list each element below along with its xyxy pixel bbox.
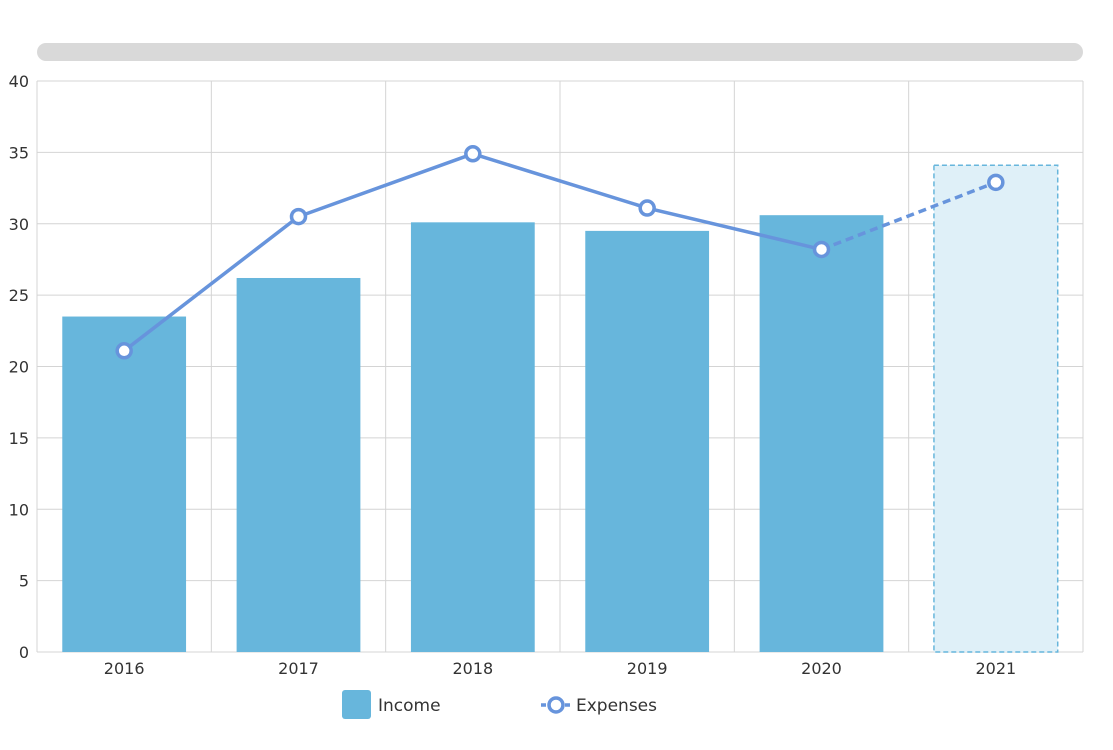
y-tick-label: 0: [19, 643, 29, 662]
expenses-line: [115, 145, 1005, 360]
y-tick-label: 25: [9, 286, 29, 305]
legend-item-expenses[interactable]: Expenses: [541, 696, 657, 716]
expenses-line-projected: [820, 180, 997, 252]
income-bar[interactable]: [759, 215, 884, 652]
x-tick-label: 2019: [627, 659, 668, 678]
expenses-point[interactable]: [289, 207, 308, 226]
income-bar[interactable]: [62, 316, 187, 652]
x-tick-label: 2018: [452, 659, 493, 678]
expenses-point[interactable]: [812, 240, 831, 259]
y-tick-label: 15: [9, 429, 29, 448]
legend-item-income[interactable]: Income: [342, 690, 441, 719]
legend-expenses-label: Expenses: [576, 696, 657, 716]
income-bar[interactable]: [236, 277, 361, 652]
expenses-point[interactable]: [638, 199, 656, 217]
y-tick-label: 35: [9, 143, 29, 162]
income-bars: [62, 164, 1059, 653]
legend-income-label: Income: [378, 696, 441, 716]
grid: [36, 80, 1084, 653]
income-bar[interactable]: [410, 222, 535, 652]
y-tick-label: 40: [9, 72, 29, 91]
income-bar[interactable]: [585, 230, 710, 652]
y-tick-label: 5: [19, 572, 29, 591]
y-tick-label: 10: [9, 500, 29, 519]
expenses-point[interactable]: [115, 342, 133, 360]
x-tick-label: 2021: [975, 659, 1016, 678]
legend-income-swatch: [342, 690, 371, 719]
y-tick-label: 30: [9, 215, 29, 234]
x-axis-ticks: 2016 2017 2018 2019 2020 2021: [104, 659, 1016, 678]
y-axis-ticks: 0 5 10 15 20 25 30 35 40: [9, 72, 29, 662]
chart-scrollbar[interactable]: [37, 43, 1083, 61]
x-tick-label: 2017: [278, 659, 319, 678]
legend-expenses-marker: [547, 696, 565, 714]
legend: Income Expenses: [342, 690, 657, 719]
y-tick-label: 20: [9, 358, 29, 377]
x-tick-label: 2016: [104, 659, 145, 678]
expenses-point[interactable]: [987, 173, 1005, 192]
expenses-point[interactable]: [464, 145, 482, 163]
x-tick-label: 2020: [801, 659, 842, 678]
income-bar-projected[interactable]: [933, 164, 1059, 653]
